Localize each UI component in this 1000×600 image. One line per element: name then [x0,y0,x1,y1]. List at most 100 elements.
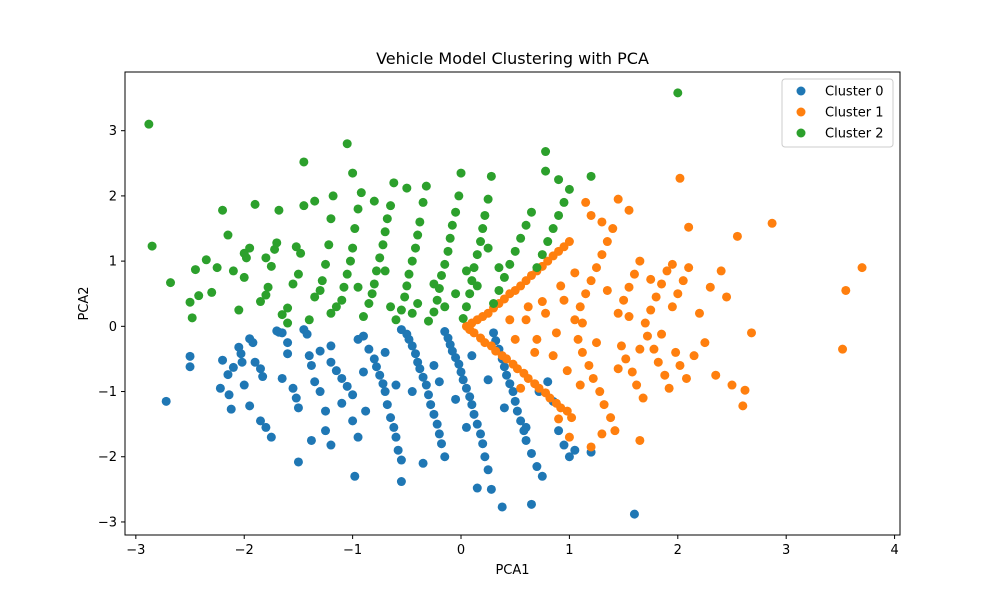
cluster-0-point [321,426,331,436]
cluster-2-point [283,318,293,328]
cluster-2-point [386,302,396,312]
legend-marker-cluster-1 [796,107,806,117]
cluster-1-point [564,432,574,442]
cluster-2-point [418,197,428,207]
cluster-2-point [255,297,265,307]
cluster-0-point [283,338,293,348]
cluster-0-point [467,400,477,410]
y-tick-label: 3 [109,124,117,139]
cluster-2-point [326,308,336,318]
cluster-0-point [454,359,464,369]
cluster-1-point [577,347,587,357]
cluster-1-point [657,279,667,289]
cluster-0-point [440,452,450,462]
cluster-1-point [505,315,515,325]
x-tick-label: 0 [457,543,465,558]
cluster-0-point [480,452,490,462]
cluster-2-point [543,237,553,247]
cluster-2-point [378,240,388,250]
cluster-0-point [304,351,314,361]
cluster-1-point [646,305,656,315]
cluster-0-point [302,329,312,339]
cluster-2-point [413,230,423,240]
cluster-2-point [266,261,276,271]
cluster-0-point [358,331,368,341]
chart-title: Vehicle Model Clustering with PCA [376,49,649,68]
cluster-2-point [228,266,238,276]
cluster-0-point [224,390,234,400]
legend-marker-cluster-0 [796,86,806,96]
cluster-2-point [218,205,228,215]
cluster-0-point [358,367,368,377]
cluster-2-point [415,217,425,227]
cluster-1-point [559,295,569,305]
cluster-0-point [418,372,428,382]
cluster-2-point [424,316,433,326]
cluster-2-point [461,302,471,312]
cluster-2-point [339,282,349,292]
cluster-0-point [564,452,574,462]
cluster-1-point [599,400,609,410]
cluster-2-point [326,214,336,224]
cluster-0-point [228,362,238,372]
cluster-0-point [215,383,225,393]
cluster-1-point [646,274,656,284]
cluster-2-point [429,307,439,317]
cluster-2-point [274,205,284,215]
cluster-0-point [350,471,360,481]
cluster-1-point [545,393,555,403]
cluster-2-point [541,147,551,157]
cluster-2-point [510,246,520,256]
cluster-0-point [415,364,425,374]
cluster-0-point [283,349,293,359]
cluster-0-point [458,375,468,385]
cluster-0-point [326,357,336,367]
cluster-2-point [476,237,486,247]
cluster-2-point [451,207,461,217]
cluster-1-point [689,351,699,361]
cluster-0-point [472,483,482,493]
cluster-0-point [266,432,276,442]
cluster-0-point [465,392,475,402]
cluster-2-point [396,305,406,315]
cluster-0-point [293,403,303,413]
y-axis-label: PCA2 [77,286,92,320]
cluster-1-point [684,263,694,273]
cluster-2-point [432,295,442,305]
cluster-0-point [426,400,436,410]
cluster-1-point [694,308,704,318]
cluster-1-point [567,413,577,423]
cluster-2-point [353,282,363,292]
cluster-1-point [584,360,594,370]
cluster-0-point [521,435,531,445]
cluster-2-point [429,279,439,289]
cluster-0-point [218,355,228,365]
cluster-0-point [248,338,258,348]
cluster-2-point [454,191,464,201]
cluster-2-point [345,256,355,266]
cluster-1-point [551,328,561,338]
cluster-1-point [675,173,685,183]
cluster-2-point [250,199,260,209]
cluster-2-point [564,184,574,194]
cluster-0-point [382,400,392,410]
cluster-2-point [421,181,431,191]
cluster-2-point [283,303,293,313]
cluster-1-point [627,367,637,377]
cluster-1-point [581,197,591,207]
cluster-2-point [532,263,542,273]
cluster-2-point [410,243,420,253]
cluster-1-point [649,344,659,354]
cluster-1-point [592,263,601,273]
cluster-2-point [382,214,392,224]
cluster-2-point [358,312,368,322]
cluster-1-point [570,268,580,278]
cluster-2-point [483,243,493,253]
cluster-0-point [348,390,358,400]
cluster-0-point [226,404,236,414]
cluster-1-point [619,295,629,305]
cluster-2-point [187,313,197,323]
cluster-2-point [291,242,301,252]
cluster-1-point [722,292,732,302]
cluster-1-point [624,282,634,292]
